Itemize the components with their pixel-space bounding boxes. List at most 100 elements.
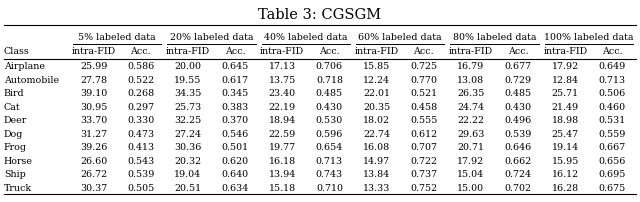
Text: 0.458: 0.458 <box>410 102 437 111</box>
Text: 13.08: 13.08 <box>458 75 484 84</box>
Text: 19.55: 19.55 <box>174 75 202 84</box>
Text: 0.612: 0.612 <box>410 129 437 138</box>
Text: 0.634: 0.634 <box>221 183 249 192</box>
Text: Acc.: Acc. <box>602 47 623 56</box>
Text: 0.656: 0.656 <box>599 156 626 165</box>
Text: Dog: Dog <box>4 129 24 138</box>
Text: 20.71: 20.71 <box>458 143 484 152</box>
Text: 0.430: 0.430 <box>316 102 343 111</box>
Text: 0.695: 0.695 <box>599 169 626 178</box>
Text: 29.63: 29.63 <box>457 129 484 138</box>
Text: 20.51: 20.51 <box>174 183 202 192</box>
Text: 0.530: 0.530 <box>316 116 343 125</box>
Text: 26.35: 26.35 <box>457 89 484 98</box>
Text: 0.473: 0.473 <box>127 129 154 138</box>
Text: 13.84: 13.84 <box>363 169 390 178</box>
Text: 16.12: 16.12 <box>552 169 579 178</box>
Text: 0.620: 0.620 <box>221 156 249 165</box>
Text: intra-FID: intra-FID <box>166 47 210 56</box>
Text: Deer: Deer <box>4 116 28 125</box>
Text: 0.501: 0.501 <box>221 143 249 152</box>
Text: 0.718: 0.718 <box>316 75 343 84</box>
Text: 31.27: 31.27 <box>80 129 107 138</box>
Text: 0.729: 0.729 <box>504 75 532 84</box>
Text: 17.92: 17.92 <box>552 62 579 71</box>
Text: 18.94: 18.94 <box>269 116 296 125</box>
Text: 0.506: 0.506 <box>599 89 626 98</box>
Text: Airplane: Airplane <box>4 62 45 71</box>
Text: 0.370: 0.370 <box>221 116 249 125</box>
Text: 22.01: 22.01 <box>363 89 390 98</box>
Text: 27.78: 27.78 <box>80 75 107 84</box>
Text: 15.18: 15.18 <box>269 183 296 192</box>
Text: 30.36: 30.36 <box>174 143 202 152</box>
Text: 0.268: 0.268 <box>127 89 154 98</box>
Text: 0.531: 0.531 <box>599 116 626 125</box>
Text: 25.71: 25.71 <box>552 89 579 98</box>
Text: Acc.: Acc. <box>508 47 529 56</box>
Text: 21.49: 21.49 <box>552 102 579 111</box>
Text: 0.543: 0.543 <box>127 156 154 165</box>
Text: 0.539: 0.539 <box>504 129 532 138</box>
Text: 0.496: 0.496 <box>504 116 532 125</box>
Text: 0.770: 0.770 <box>410 75 437 84</box>
Text: 23.40: 23.40 <box>269 89 296 98</box>
Text: 20.32: 20.32 <box>174 156 202 165</box>
Text: 0.430: 0.430 <box>504 102 532 111</box>
Text: 26.72: 26.72 <box>80 169 107 178</box>
Text: 30.37: 30.37 <box>80 183 108 192</box>
Text: 22.19: 22.19 <box>269 102 296 111</box>
Text: Frog: Frog <box>4 143 27 152</box>
Text: 18.02: 18.02 <box>363 116 390 125</box>
Text: 25.73: 25.73 <box>174 102 202 111</box>
Text: 24.74: 24.74 <box>458 102 484 111</box>
Text: 0.725: 0.725 <box>410 62 437 71</box>
Text: 18.98: 18.98 <box>552 116 579 125</box>
Text: 15.85: 15.85 <box>363 62 390 71</box>
Text: 22.22: 22.22 <box>458 116 484 125</box>
Text: 0.646: 0.646 <box>504 143 532 152</box>
Text: 100% labeled data: 100% labeled data <box>544 32 634 41</box>
Text: 0.586: 0.586 <box>127 62 154 71</box>
Text: 0.640: 0.640 <box>221 169 249 178</box>
Text: Bird: Bird <box>4 89 24 98</box>
Text: 0.677: 0.677 <box>504 62 532 71</box>
Text: 12.84: 12.84 <box>552 75 579 84</box>
Text: 0.743: 0.743 <box>316 169 343 178</box>
Text: 30.95: 30.95 <box>80 102 108 111</box>
Text: 13.33: 13.33 <box>363 183 390 192</box>
Text: 0.710: 0.710 <box>316 183 343 192</box>
Text: 0.702: 0.702 <box>504 183 532 192</box>
Text: 27.24: 27.24 <box>175 129 202 138</box>
Text: 33.70: 33.70 <box>80 116 108 125</box>
Text: 0.485: 0.485 <box>316 89 343 98</box>
Text: 5% labeled data: 5% labeled data <box>78 32 156 41</box>
Text: 40% labeled data: 40% labeled data <box>264 32 348 41</box>
Text: 0.737: 0.737 <box>410 169 437 178</box>
Text: intra-FID: intra-FID <box>449 47 493 56</box>
Text: 0.559: 0.559 <box>599 129 626 138</box>
Text: 39.10: 39.10 <box>80 89 108 98</box>
Text: 17.92: 17.92 <box>458 156 484 165</box>
Text: 16.18: 16.18 <box>269 156 296 165</box>
Text: 13.75: 13.75 <box>269 75 296 84</box>
Text: 0.752: 0.752 <box>410 183 437 192</box>
Text: 22.59: 22.59 <box>269 129 296 138</box>
Text: 0.713: 0.713 <box>599 75 626 84</box>
Text: intra-FID: intra-FID <box>72 47 116 56</box>
Text: 39.26: 39.26 <box>80 143 108 152</box>
Text: 20.35: 20.35 <box>363 102 390 111</box>
Text: 80% labeled data: 80% labeled data <box>452 32 536 41</box>
Text: 0.675: 0.675 <box>599 183 626 192</box>
Text: 0.617: 0.617 <box>221 75 249 84</box>
Text: 0.539: 0.539 <box>127 169 154 178</box>
Text: Acc.: Acc. <box>319 47 340 56</box>
Text: 0.707: 0.707 <box>410 143 437 152</box>
Text: 0.662: 0.662 <box>504 156 532 165</box>
Text: 25.47: 25.47 <box>552 129 579 138</box>
Text: 0.555: 0.555 <box>410 116 437 125</box>
Text: 60% labeled data: 60% labeled data <box>358 32 442 41</box>
Text: 15.00: 15.00 <box>458 183 484 192</box>
Text: Ship: Ship <box>4 169 26 178</box>
Text: 16.28: 16.28 <box>552 183 579 192</box>
